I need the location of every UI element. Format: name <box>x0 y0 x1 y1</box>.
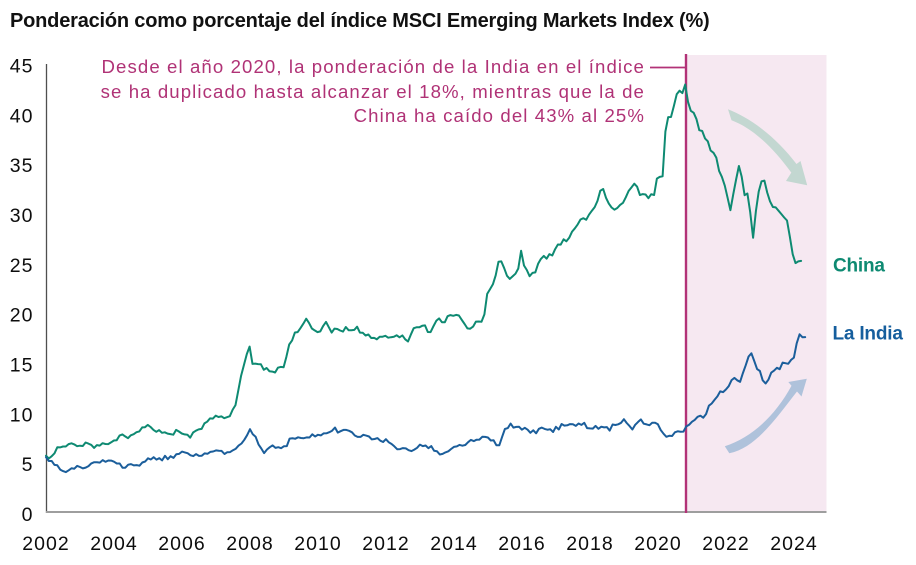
svg-text:20: 20 <box>10 305 34 327</box>
svg-text:2018: 2018 <box>566 533 614 555</box>
svg-text:Ponderación como porcentaje de: Ponderación como porcentaje del índice M… <box>10 10 710 32</box>
svg-text:2004: 2004 <box>90 533 138 555</box>
svg-text:2012: 2012 <box>362 533 410 555</box>
svg-text:25: 25 <box>10 255 34 277</box>
svg-text:10: 10 <box>10 404 34 426</box>
svg-text:China ha caído del 43% al 25%: China ha caído del 43% al 25% <box>354 105 645 126</box>
svg-text:0: 0 <box>22 504 34 526</box>
svg-text:2006: 2006 <box>158 533 206 555</box>
svg-text:2014: 2014 <box>430 533 478 555</box>
svg-text:La India: La India <box>833 324 904 345</box>
svg-text:2024: 2024 <box>770 533 818 555</box>
svg-text:2002: 2002 <box>22 533 70 555</box>
svg-text:China: China <box>833 256 885 277</box>
svg-text:35: 35 <box>10 155 34 177</box>
svg-text:2022: 2022 <box>702 533 750 555</box>
svg-text:30: 30 <box>10 205 34 227</box>
svg-text:2016: 2016 <box>498 533 546 555</box>
svg-text:15: 15 <box>10 355 34 377</box>
svg-text:se ha duplicado hasta alcanzar: se ha duplicado hasta alcanzar el 18%, m… <box>101 81 645 102</box>
svg-text:2020: 2020 <box>634 533 682 555</box>
svg-text:2008: 2008 <box>226 533 274 555</box>
svg-text:2010: 2010 <box>294 533 342 555</box>
svg-text:45: 45 <box>10 56 34 78</box>
svg-text:Desde el año 2020, la ponderac: Desde el año 2020, la ponderación de la … <box>102 56 645 77</box>
svg-text:40: 40 <box>10 105 34 127</box>
svg-text:5: 5 <box>22 454 34 476</box>
